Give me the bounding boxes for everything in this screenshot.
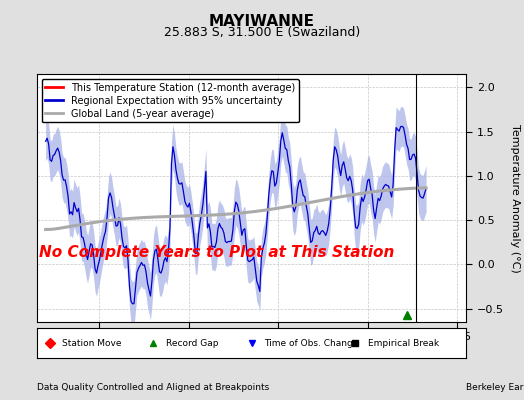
Text: Empirical Break: Empirical Break xyxy=(367,338,439,348)
Legend: This Temperature Station (12-month average), Regional Expectation with 95% uncer: This Temperature Station (12-month avera… xyxy=(41,79,299,122)
Y-axis label: Temperature Anomaly (°C): Temperature Anomaly (°C) xyxy=(510,124,520,272)
Text: Berkeley Earth: Berkeley Earth xyxy=(466,383,524,392)
Text: Station Move: Station Move xyxy=(62,338,122,348)
Text: No Complete Years to Plot at This Station: No Complete Years to Plot at This Statio… xyxy=(39,245,395,260)
Text: Record Gap: Record Gap xyxy=(166,338,218,348)
Text: MAYIWANNE: MAYIWANNE xyxy=(209,14,315,29)
Text: Data Quality Controlled and Aligned at Breakpoints: Data Quality Controlled and Aligned at B… xyxy=(37,383,269,392)
Text: 25.883 S, 31.500 E (Swaziland): 25.883 S, 31.500 E (Swaziland) xyxy=(164,26,360,39)
Text: Time of Obs. Change: Time of Obs. Change xyxy=(265,338,359,348)
